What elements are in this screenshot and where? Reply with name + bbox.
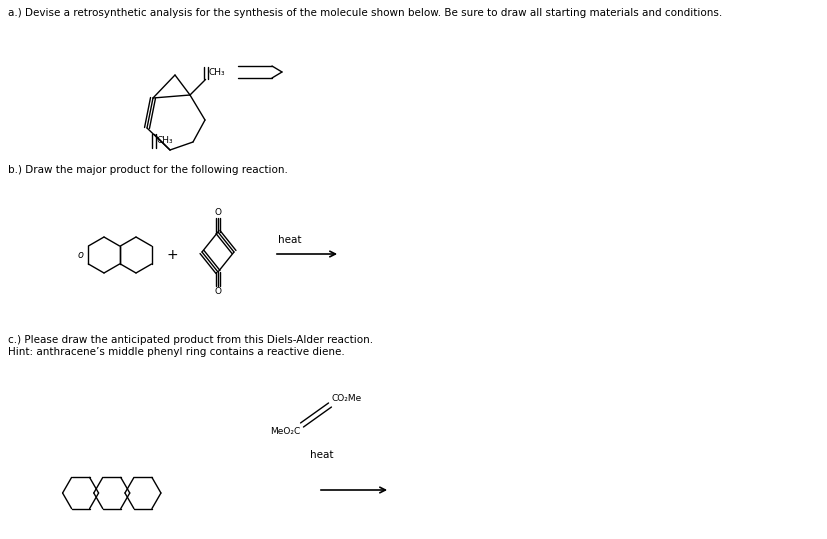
Text: a.) Devise a retrosynthetic analysis for the synthesis of the molecule shown bel: a.) Devise a retrosynthetic analysis for…	[8, 8, 721, 18]
Text: +: +	[166, 248, 178, 262]
Text: Hint: anthracene’s middle phenyl ring contains a reactive diene.: Hint: anthracene’s middle phenyl ring co…	[8, 347, 344, 357]
Text: c.) Please draw the anticipated product from this Diels-Alder reaction.: c.) Please draw the anticipated product …	[8, 335, 373, 345]
Text: O: O	[214, 208, 222, 217]
Text: heat: heat	[278, 235, 301, 245]
Text: o: o	[78, 250, 84, 260]
Text: CH₃: CH₃	[208, 68, 225, 78]
Text: CO₂Me: CO₂Me	[332, 394, 362, 403]
Text: MeO₂C: MeO₂C	[270, 427, 299, 436]
Text: O: O	[214, 287, 222, 296]
Text: b.) Draw the major product for the following reaction.: b.) Draw the major product for the follo…	[8, 165, 288, 175]
Text: CH₃: CH₃	[156, 136, 173, 146]
Text: heat: heat	[309, 450, 333, 460]
